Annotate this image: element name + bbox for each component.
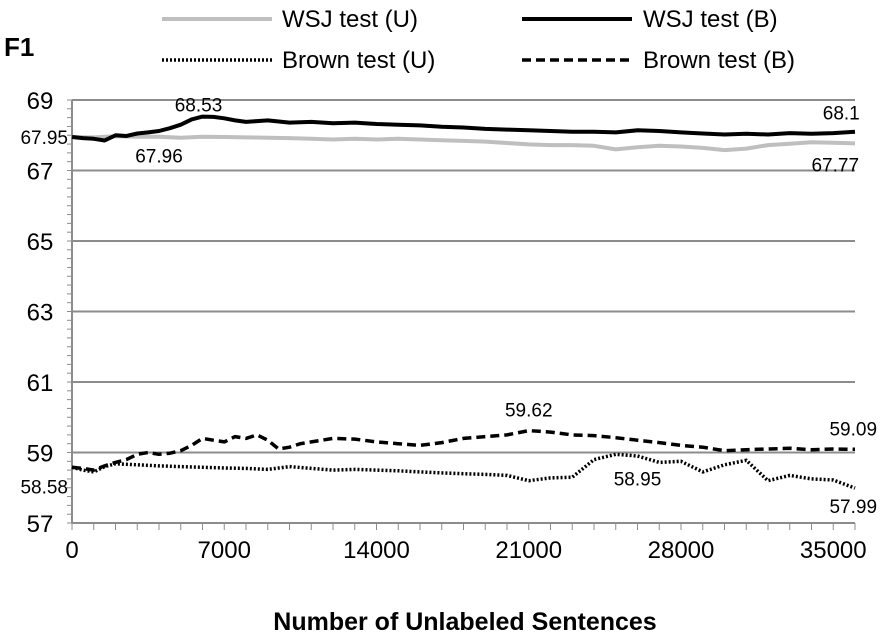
x-tick-label: 7000 bbox=[198, 537, 251, 564]
y-tick-label: 65 bbox=[27, 229, 54, 256]
legend: WSJ test (U) WSJ test (B) Brown test (U) Br… bbox=[162, 6, 795, 74]
x-axis-label: Number of Unlabeled Sentences bbox=[273, 608, 656, 636]
gridlines bbox=[72, 99, 855, 454]
series-line-2 bbox=[71, 114, 856, 143]
series-line-3 bbox=[71, 452, 856, 490]
x-tick-label: 28000 bbox=[648, 537, 715, 564]
x-tick-label: 0 bbox=[65, 537, 78, 564]
data-label: 67.77 bbox=[811, 155, 859, 176]
data-label: 58.58 bbox=[20, 477, 68, 498]
y-tick-label: 63 bbox=[27, 300, 54, 327]
series-lines bbox=[71, 114, 856, 490]
y-axis-label: F1 bbox=[4, 32, 34, 62]
data-label: 67.96 bbox=[135, 147, 183, 168]
y-tick-label: 69 bbox=[27, 88, 54, 115]
x-tick-label: 35000 bbox=[800, 537, 867, 564]
series-line-1 bbox=[71, 134, 856, 153]
legend-label: WSJ test (B) bbox=[643, 6, 778, 33]
legend-label: WSJ test (U) bbox=[282, 6, 418, 33]
x-tick-label: 14000 bbox=[343, 537, 410, 564]
data-label: 68.53 bbox=[175, 96, 223, 117]
data-labels: 67.95 67.96 68.53 68.1 67.77 59.62 59.09 58.58 5… bbox=[20, 96, 877, 519]
data-label: 57.99 bbox=[829, 497, 877, 518]
data-label: 68.1 bbox=[823, 104, 860, 125]
data-label: 59.09 bbox=[829, 419, 877, 440]
legend-label: Brown test (B) bbox=[643, 47, 795, 74]
y-tick-label: 67 bbox=[27, 159, 54, 186]
y-tick-label: 57 bbox=[27, 511, 54, 538]
axes: 57 59 61 63 65 67 69 0 7000 14000 21000 28000 35000 bbox=[27, 88, 867, 564]
y-tick-label: 61 bbox=[27, 370, 54, 397]
data-label: 58.95 bbox=[614, 469, 662, 490]
y-tick-label: 59 bbox=[27, 441, 54, 468]
legend-label: Brown test (U) bbox=[282, 47, 435, 74]
x-tick-label: 21000 bbox=[495, 537, 562, 564]
series-line-4 bbox=[71, 428, 856, 472]
data-label: 67.95 bbox=[20, 128, 68, 149]
data-label: 59.62 bbox=[505, 401, 553, 422]
